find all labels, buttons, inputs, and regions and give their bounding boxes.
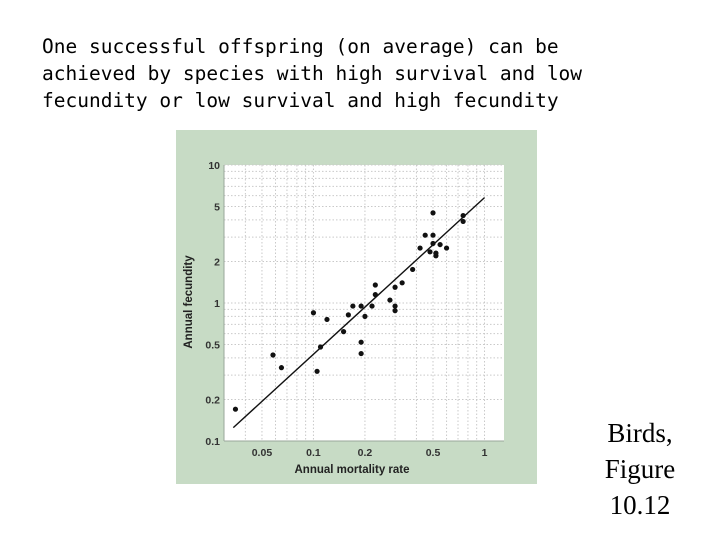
- data-point: [372, 292, 378, 298]
- y-tick-label: 0.5: [205, 340, 220, 352]
- data-point: [324, 316, 330, 323]
- data-point: [387, 297, 393, 303]
- data-point: [430, 232, 436, 238]
- data-point: [232, 406, 239, 412]
- data-point: [417, 245, 423, 251]
- data-point: [410, 266, 416, 273]
- data-point: [278, 365, 285, 371]
- data-point: [310, 310, 317, 316]
- scatter-chart-svg: 0.05 0.1 0.2 0.5 1 0.1 0.2 0.5 1 2 5 10 Annual mort…: [176, 130, 537, 484]
- data-point: [433, 250, 439, 256]
- data-point: [422, 232, 428, 238]
- chart-grid: [223, 164, 504, 442]
- y-tick-label: 2: [214, 256, 220, 268]
- data-point: [392, 303, 398, 309]
- data-point: [345, 312, 351, 318]
- y-tick-label: 1: [214, 298, 220, 310]
- caption-line: Figure: [604, 454, 676, 484]
- data-point: [443, 245, 450, 251]
- data-point: [430, 240, 436, 247]
- y-tick-label: 0.2: [205, 394, 220, 406]
- data-point: [317, 344, 324, 350]
- heading-line: fecundity or low survival and high fecun…: [42, 89, 559, 112]
- data-point: [460, 218, 466, 225]
- y-tick-label: 0.1: [205, 436, 220, 448]
- x-tick-label: 0.2: [358, 447, 373, 459]
- y-axis-label: Annual fecundity: [183, 255, 195, 349]
- slide-heading: One successful offspring (on average) ca…: [42, 33, 602, 114]
- data-point: [358, 350, 364, 357]
- x-axis-label: Annual mortality rate: [294, 464, 409, 476]
- x-tick-label: 0.05: [252, 447, 273, 459]
- figure-caption: Birds, Figure 10.12: [585, 415, 695, 523]
- data-point: [372, 282, 378, 288]
- x-tick-label: 0.5: [426, 447, 441, 459]
- y-tick-label: 5: [214, 202, 220, 214]
- data-point: [314, 368, 320, 374]
- data-point: [399, 280, 405, 286]
- x-tick-label: 1: [482, 447, 488, 459]
- heading-line: One successful offspring (on average) ca…: [42, 35, 559, 58]
- chart-ticks: 0.05 0.1 0.2 0.5 1 0.1 0.2 0.5 1 2 5 10: [205, 160, 487, 459]
- data-point: [427, 249, 433, 255]
- data-point: [369, 303, 375, 309]
- data-point: [350, 303, 356, 309]
- x-tick-label: 0.1: [306, 447, 321, 459]
- caption-line: Birds,: [607, 418, 673, 448]
- caption-line: 10.12: [609, 490, 671, 520]
- scatter-chart: 0.05 0.1 0.2 0.5 1 0.1 0.2 0.5 1 2 5 10 Annual mort…: [176, 130, 537, 484]
- data-point: [460, 212, 466, 219]
- data-point: [358, 339, 364, 345]
- chart-axes: [223, 165, 504, 442]
- heading-line: achieved by species with high survival a…: [42, 62, 583, 85]
- data-point: [392, 308, 398, 314]
- data-point: [270, 352, 276, 358]
- data-point: [362, 313, 368, 319]
- data-point: [392, 284, 398, 290]
- data-point: [430, 210, 436, 216]
- trend-line: [232, 197, 485, 429]
- data-point: [358, 303, 364, 309]
- chart-points: [232, 210, 466, 412]
- data-point: [340, 329, 347, 335]
- y-tick-label: 10: [208, 160, 220, 172]
- data-point: [437, 241, 443, 248]
